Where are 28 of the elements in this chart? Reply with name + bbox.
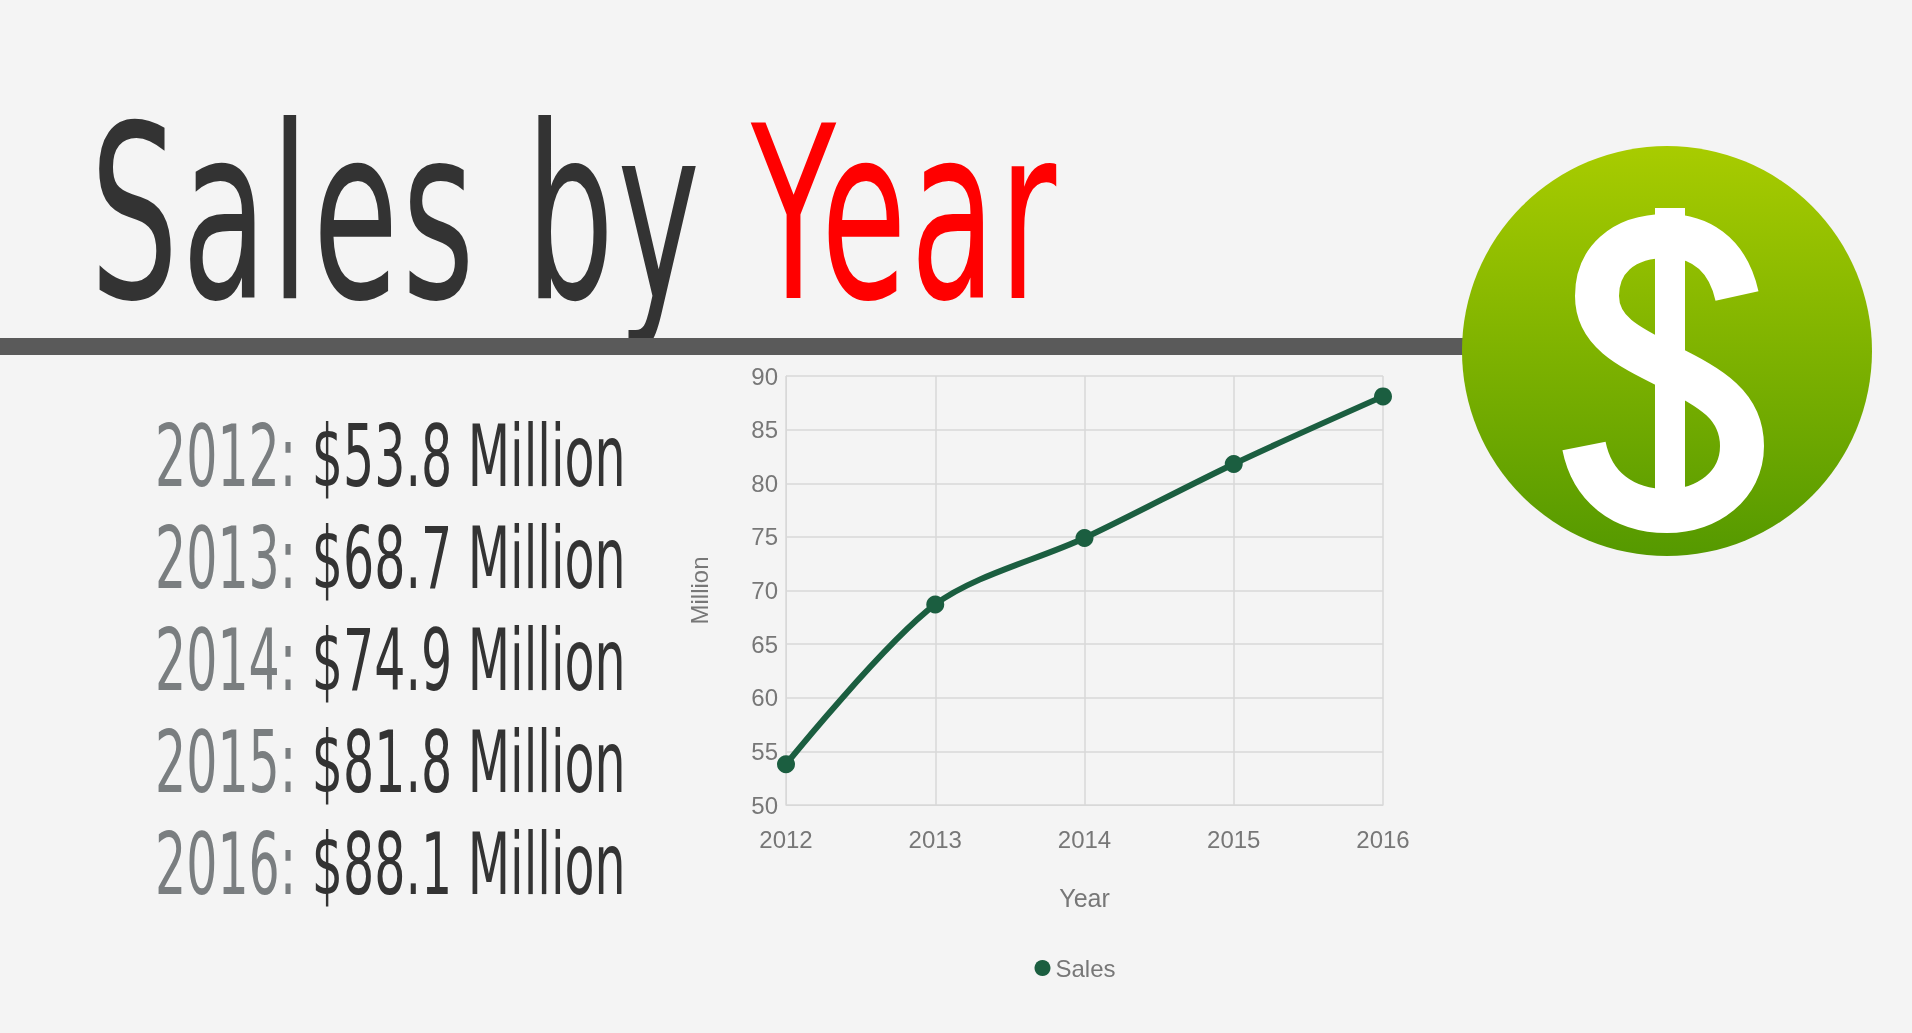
x-tick-label: 2014 <box>1057 825 1112 853</box>
y-tick-label: 50 <box>751 791 778 819</box>
legend-label: Sales <box>1055 954 1116 982</box>
y-tick-label: 80 <box>751 469 778 497</box>
point <box>777 755 795 774</box>
y-axis-title: Million <box>685 556 713 625</box>
text: 2014: $74.9 Million <box>155 609 626 711</box>
point <box>1075 528 1094 547</box>
text: 2013: $68.7 Million <box>155 507 626 609</box>
point <box>926 595 945 614</box>
y-tick-label: 55 <box>751 737 778 765</box>
y-tick-label: 85 <box>751 416 778 444</box>
y-tick-label: 75 <box>751 523 778 551</box>
x-tick-label: 2012 <box>759 825 813 853</box>
y-tick-label: 70 <box>751 577 778 604</box>
x-axis-title: Year <box>1059 883 1110 912</box>
text: 2012: $53.8 Million <box>155 405 626 507</box>
y-tick-label: 65 <box>751 630 778 658</box>
point <box>1374 387 1392 406</box>
x-tick-label: 2016 <box>1356 825 1410 853</box>
y-tick-label: 90 <box>751 362 778 390</box>
y-tick-label: 60 <box>751 684 778 712</box>
point <box>1224 454 1243 473</box>
x-tick-label: 2015 <box>1207 825 1261 853</box>
text: 2015: $81.8 Million <box>155 711 626 813</box>
text: 2016: $88.1 Million <box>155 813 626 915</box>
chart-title: Sales by Year <box>90 75 1060 355</box>
x-tick-label: 2013 <box>908 825 962 853</box>
